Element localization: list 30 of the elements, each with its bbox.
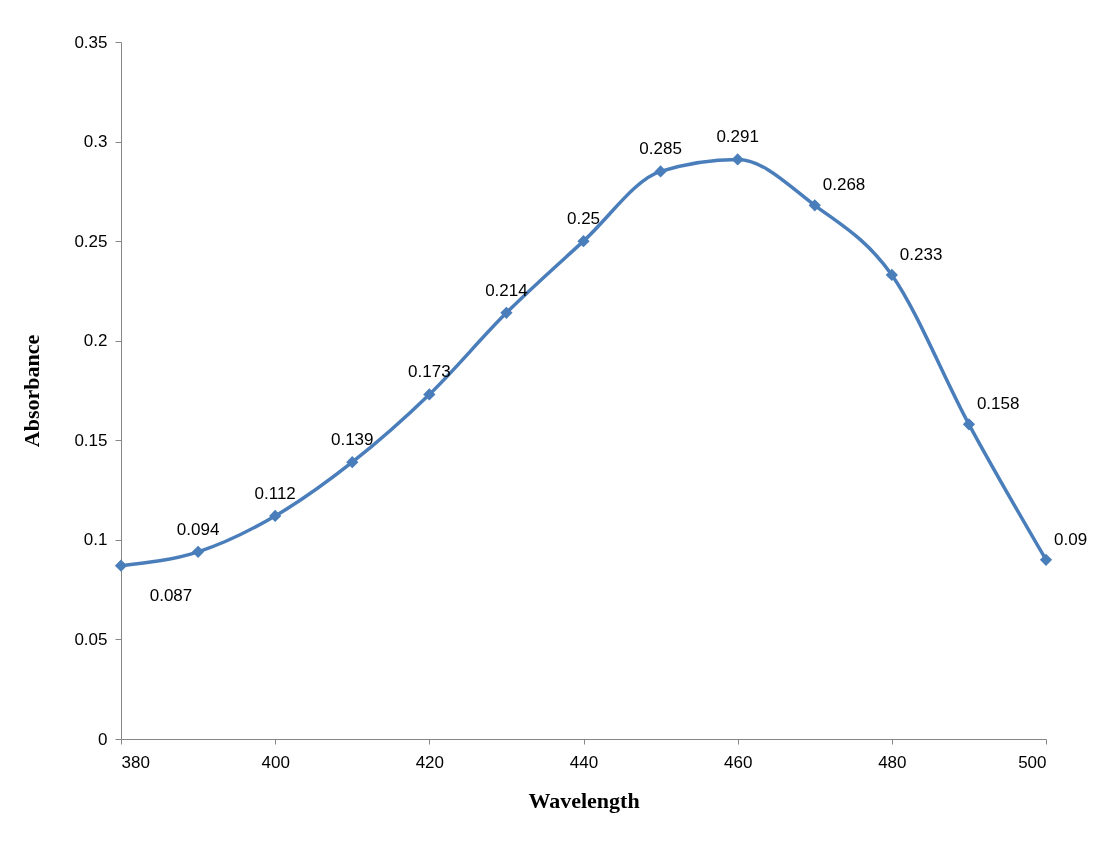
x-tick-label: 480: [878, 752, 907, 772]
data-label: 0.285: [639, 139, 682, 159]
data-label: 0.25: [566, 209, 601, 229]
x-tick-label: 380: [121, 752, 150, 772]
y-tick-label: 0: [98, 729, 108, 749]
data-label: 0.139: [330, 430, 374, 450]
data-label: 0.112: [254, 483, 296, 503]
y-tick-label: 0.35: [74, 32, 108, 52]
x-tick-label: 400: [261, 752, 290, 772]
data-label: 0.233: [899, 245, 943, 264]
data-label: 0.268: [822, 175, 866, 195]
data-label: 0.094: [176, 519, 220, 539]
data-label: 0.214: [485, 280, 528, 300]
data-label: 0.291: [716, 127, 759, 147]
y-tick-label: 0.3: [83, 132, 108, 152]
x-axis-title: Wavelength: [528, 787, 640, 813]
y-tick-label: 0.1: [83, 530, 108, 550]
x-tick-label: 500: [1018, 752, 1047, 772]
y-tick-label: 0.2: [83, 331, 108, 351]
data-label: 0.173: [408, 362, 451, 382]
data-label: 0.158: [976, 394, 1020, 414]
y-tick-label: 0.05: [74, 629, 108, 649]
data-label: 0.09: [1054, 529, 1088, 549]
data-label: 0.087: [149, 585, 193, 605]
x-tick-label: 420: [415, 752, 445, 772]
x-tick-label: 440: [569, 752, 599, 772]
y-tick-label: 0.25: [74, 231, 108, 251]
y-axis-title: Absorbance: [19, 334, 45, 448]
y-tick-label: 0.15: [74, 430, 108, 450]
x-tick-label: 460: [723, 752, 753, 772]
